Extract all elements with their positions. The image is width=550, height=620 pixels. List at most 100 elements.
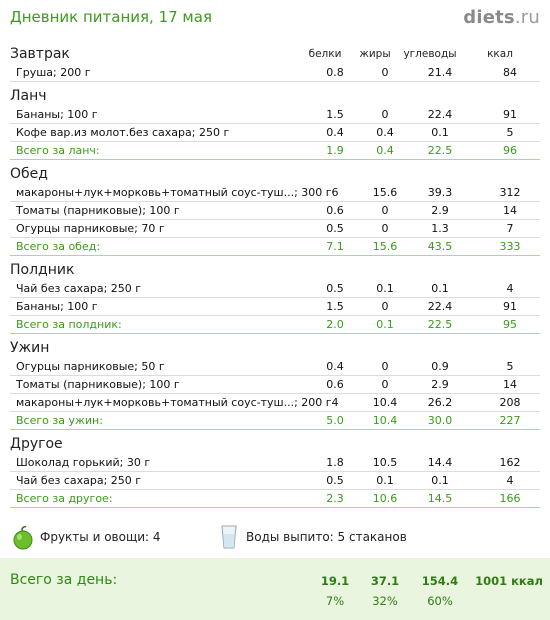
kcal-value: 5 [506, 126, 514, 139]
fat-value: 15.6 [372, 186, 398, 199]
protein-total: 2.3 [326, 492, 344, 505]
food-row[interactable]: Шоколад горький; 30 г 1.8 10.5 14.4 162 [10, 454, 540, 472]
kcal-total: 333 [499, 240, 521, 253]
total-label: Всего за ужин: [16, 414, 103, 427]
fat-value: 0.1 [376, 282, 394, 295]
kcal-value: 91 [503, 300, 517, 313]
protein-value: 0.8 [326, 66, 344, 79]
food-name: Кофе вар.из молот.без сахара; 250 г [16, 126, 230, 139]
kcal-value: 5 [506, 360, 514, 373]
fruits-count: Фрукты и овощи: 4 [40, 530, 161, 544]
col-kcal: ккал [487, 48, 513, 60]
protein-total: 2.0 [326, 318, 344, 331]
food-row[interactable]: Бананы; 100 г 1.5 0 22.4 91 [10, 298, 540, 316]
protein-value: 0.6 [326, 378, 344, 391]
protein-total: 1.9 [326, 144, 344, 157]
water-count: Воды выпито: 5 стаканов [246, 530, 407, 544]
carbs-value: 22.4 [427, 300, 453, 313]
carbs-value: 0.1 [431, 474, 449, 487]
day-kcal: 1001 ккал [475, 574, 543, 588]
protein-total: 5.0 [326, 414, 344, 427]
carbs-total: 43.5 [427, 240, 453, 253]
meal-total-row: Всего за ланч: 1.9 0.4 22.5 96 [10, 142, 540, 160]
fat-value: 0.1 [376, 474, 394, 487]
food-row[interactable]: Огурцы парниковые; 70 г 0.5 0 1.3 7 [10, 220, 540, 238]
kcal-value: 14 [503, 204, 517, 217]
food-name: Шоколад горький; 30 г [16, 456, 151, 469]
carbs-value: 0.9 [431, 360, 449, 373]
food-row[interactable]: Чай без сахара; 250 г 0.5 0.1 0.1 4 [10, 472, 540, 490]
carbs-value: 2.9 [431, 204, 449, 217]
fat-total: 0.4 [376, 144, 394, 157]
food-row[interactable]: Томаты (парниковые); 100 г 0.6 0 2.9 14 [10, 202, 540, 220]
food-row[interactable]: Томаты (парниковые); 100 г 0.6 0 2.9 14 [10, 376, 540, 394]
food-name: Огурцы парниковые; 50 г [16, 360, 165, 373]
kcal-total: 96 [503, 144, 517, 157]
fat-value: 0.4 [376, 126, 394, 139]
glass-icon [220, 524, 238, 553]
kcal-value: 91 [503, 108, 517, 121]
carbs-value: 22.4 [427, 108, 453, 121]
kcal-value: 4 [506, 282, 514, 295]
protein-total: 7.1 [326, 240, 344, 253]
logo-main: diets [463, 6, 515, 28]
total-label: Всего за другое: [16, 492, 113, 505]
kcal-value: 312 [499, 186, 521, 199]
food-row[interactable]: Огурцы парниковые; 50 г 0.4 0 0.9 5 [10, 358, 540, 376]
fat-value: 0 [381, 222, 389, 235]
page-title: Дневник питания, 17 мая [10, 8, 212, 26]
fat-value: 10.4 [372, 396, 398, 409]
food-row[interactable]: Груша; 200 г 0.8 0 21.4 84 [10, 64, 540, 82]
meal-total-row: Всего за обед: 7.1 15.6 43.5 333 [10, 238, 540, 256]
food-name: макароны+лук+морковь+томатный соус-туш..… [16, 396, 339, 409]
food-row[interactable]: Чай без сахара; 250 г 0.5 0.1 0.1 4 [10, 280, 540, 298]
fat-total: 10.6 [372, 492, 398, 505]
protein-value: 0.4 [326, 126, 344, 139]
protein-value: 1.5 [326, 300, 344, 313]
protein-value: 0.5 [326, 474, 344, 487]
fat-value: 0 [381, 108, 389, 121]
carbs-value: 0.1 [431, 282, 449, 295]
food-row[interactable]: Кофе вар.из молот.без сахара; 250 г 0.4 … [10, 124, 540, 142]
fat-value: 0 [381, 204, 389, 217]
protein-value: 1.8 [326, 456, 344, 469]
kcal-value: 7 [506, 222, 514, 235]
site-logo[interactable]: diets.ru [463, 7, 540, 28]
day-fat-pct: 32% [372, 594, 398, 608]
carbs-total: 30.0 [427, 414, 453, 427]
kcal-value: 4 [506, 474, 514, 487]
carbs-total: 22.5 [427, 144, 453, 157]
kcal-value: 208 [499, 396, 521, 409]
protein-value: 1.5 [326, 108, 344, 121]
fat-value: 10.5 [372, 456, 398, 469]
carbs-total: 22.5 [427, 318, 453, 331]
column-headers: белки жиры углеводы ккал [0, 48, 550, 62]
kcal-total: 95 [503, 318, 517, 331]
food-name: Чай без сахара; 250 г [16, 282, 142, 295]
carbs-value: 1.3 [431, 222, 449, 235]
meal-title-breakfast: Завтрак [10, 46, 70, 62]
day-carbs-pct: 60% [427, 594, 453, 608]
food-row[interactable]: макароны+лук+морковь+томатный соус-туш..… [10, 184, 540, 202]
logo-tld: .ru [514, 6, 540, 28]
col-fat: жиры [359, 48, 391, 60]
kcal-value: 84 [503, 66, 517, 79]
kcal-value: 14 [503, 378, 517, 391]
food-row[interactable]: Бананы; 100 г 1.5 0 22.4 91 [10, 106, 540, 124]
day-total-block: Всего за день: 19.1 37.1 154.4 1001 ккал… [0, 558, 550, 620]
total-label: Всего за обед: [16, 240, 101, 253]
meal-title-other: Другое [10, 436, 63, 452]
kcal-value: 162 [499, 456, 521, 469]
day-total-label: Всего за день: [10, 572, 118, 588]
carbs-value: 0.1 [431, 126, 449, 139]
carbs-value: 2.9 [431, 378, 449, 391]
carbs-value: 21.4 [427, 66, 453, 79]
protein-value: 0.6 [326, 204, 344, 217]
food-row[interactable]: макароны+лук+морковь+томатный соус-туш..… [10, 394, 540, 412]
fat-value: 0 [381, 300, 389, 313]
food-name: Огурцы парниковые; 70 г [16, 222, 165, 235]
fat-value: 0 [381, 66, 389, 79]
protein-value: 0.4 [326, 360, 344, 373]
meal-title-snack: Полдник [10, 262, 75, 278]
meal-title-supper: Ужин [10, 340, 50, 356]
